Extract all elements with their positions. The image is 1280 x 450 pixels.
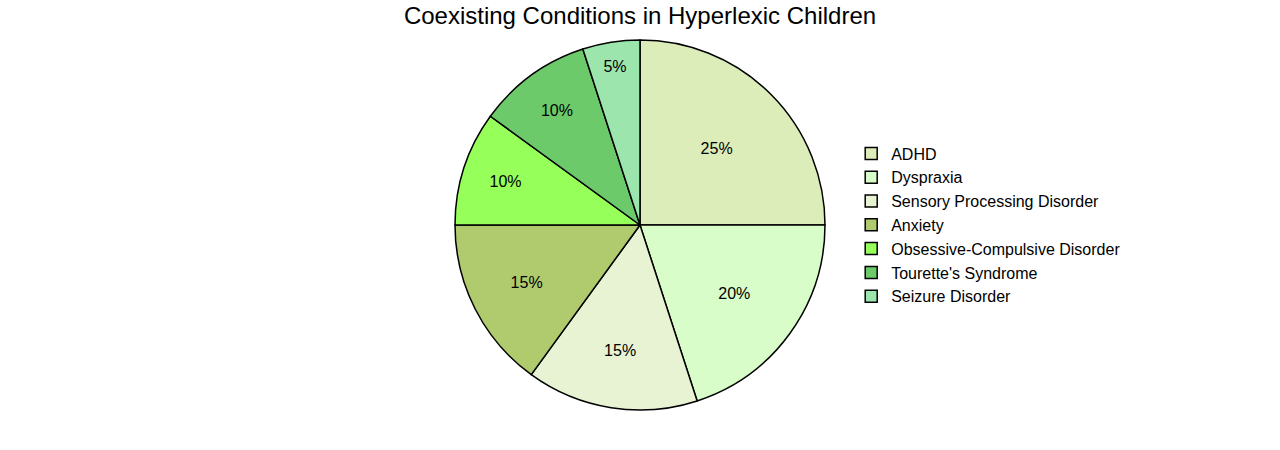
svg-text:Anxiety: Anxiety <box>891 217 943 234</box>
svg-text:10%: 10% <box>490 173 522 190</box>
svg-text:5%: 5% <box>603 58 626 75</box>
svg-text:20%: 20% <box>718 285 750 302</box>
svg-text:Tourette's Syndrome: Tourette's Syndrome <box>891 265 1037 282</box>
svg-text:Coexisting Conditions in Hyper: Coexisting Conditions in Hyperlexic Chil… <box>404 2 876 29</box>
svg-text:Dyspraxia: Dyspraxia <box>891 169 962 186</box>
svg-text:15%: 15% <box>511 274 543 291</box>
svg-text:25%: 25% <box>701 140 733 157</box>
svg-text:Seizure Disorder: Seizure Disorder <box>891 288 1011 305</box>
svg-text:15%: 15% <box>604 342 636 359</box>
svg-text:ADHD: ADHD <box>891 146 936 163</box>
svg-text:10%: 10% <box>541 102 573 119</box>
svg-text:Obsessive-Compulsive Disorder: Obsessive-Compulsive Disorder <box>891 241 1120 258</box>
svg-text:Sensory Processing Disorder: Sensory Processing Disorder <box>891 193 1099 210</box>
